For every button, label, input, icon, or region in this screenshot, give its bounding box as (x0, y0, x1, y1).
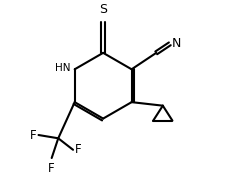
Text: HN: HN (55, 64, 70, 74)
Text: N: N (171, 37, 180, 50)
Text: S: S (99, 3, 107, 16)
Text: F: F (30, 129, 37, 142)
Text: F: F (74, 143, 81, 156)
Text: F: F (48, 162, 55, 175)
